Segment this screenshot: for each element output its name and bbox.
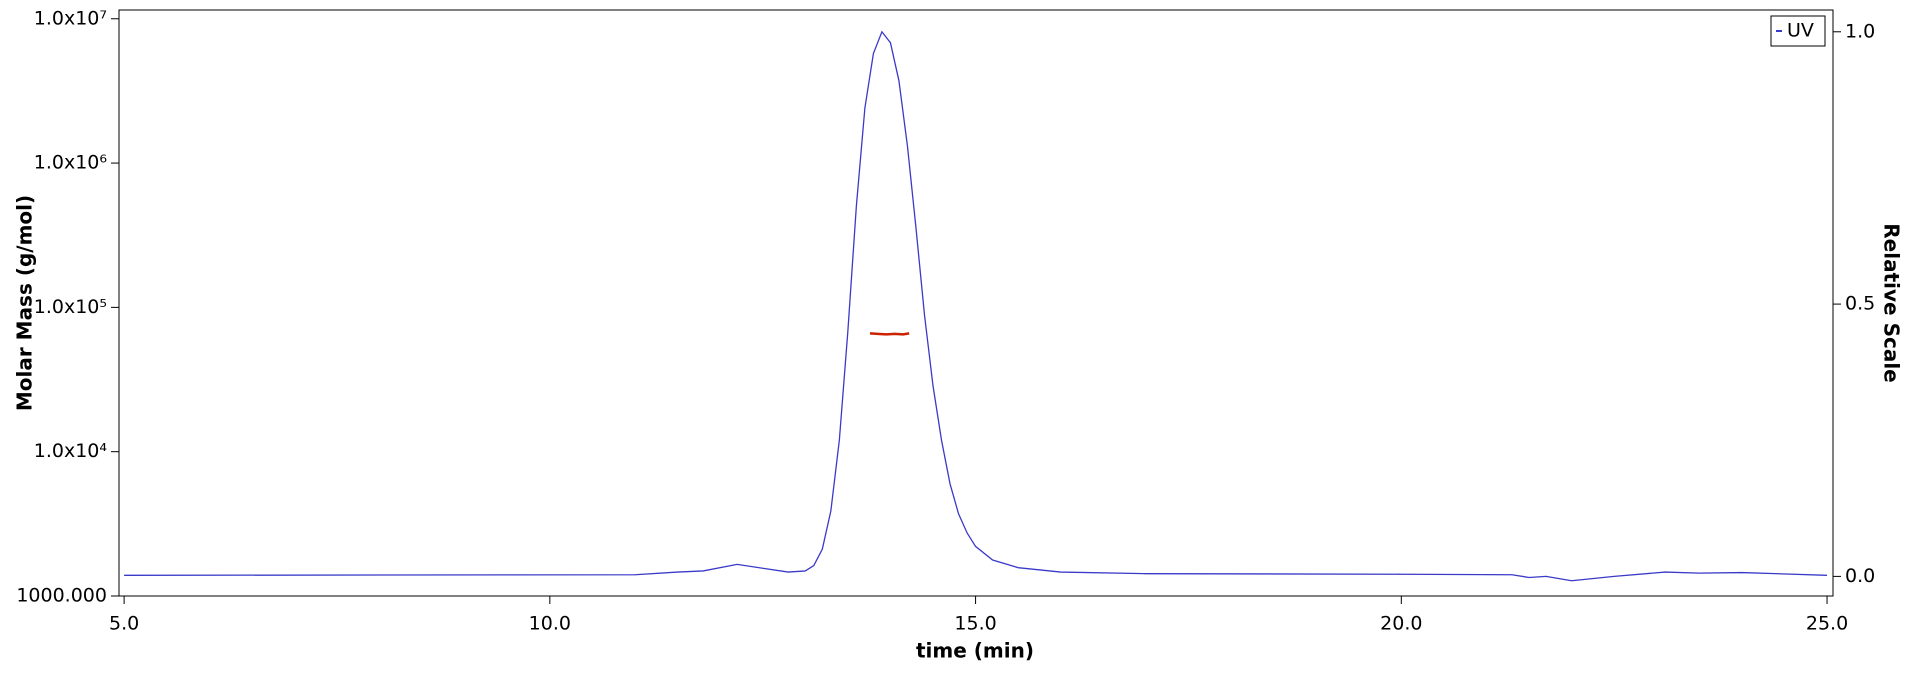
y-axis-title: Molar Mass (g/mol): [13, 195, 37, 411]
x-axis-title: time (min): [916, 639, 1034, 663]
y2-tick-label: 0.5: [1845, 293, 1875, 315]
y-tick-label: 1.0x10⁷: [34, 7, 107, 29]
y2-tick-label: 1.0: [1845, 20, 1875, 42]
x-tick-label: 10.0: [529, 613, 571, 635]
series-line: [124, 30, 1828, 582]
x-tick-label: 25.0: [1806, 613, 1848, 635]
x-tick-label: 15.0: [954, 613, 996, 635]
y-tick-label: 1.0x10⁴: [34, 440, 108, 462]
y-tick-label: 1.0x10⁶: [34, 152, 107, 174]
legend-label: UV: [1787, 20, 1814, 42]
y-tick-label: 1.0x10⁵: [34, 296, 107, 318]
x-tick-label: 20.0: [1380, 613, 1422, 635]
plot-frame: [118, 9, 1834, 597]
series-line: [869, 332, 910, 336]
x-tick-label: 5.0: [109, 613, 139, 635]
y-tick-label: 1000.000: [16, 585, 107, 607]
y2-tick-label: 0.0: [1845, 565, 1875, 587]
y2-axis-title: Relative Scale: [1880, 223, 1904, 382]
